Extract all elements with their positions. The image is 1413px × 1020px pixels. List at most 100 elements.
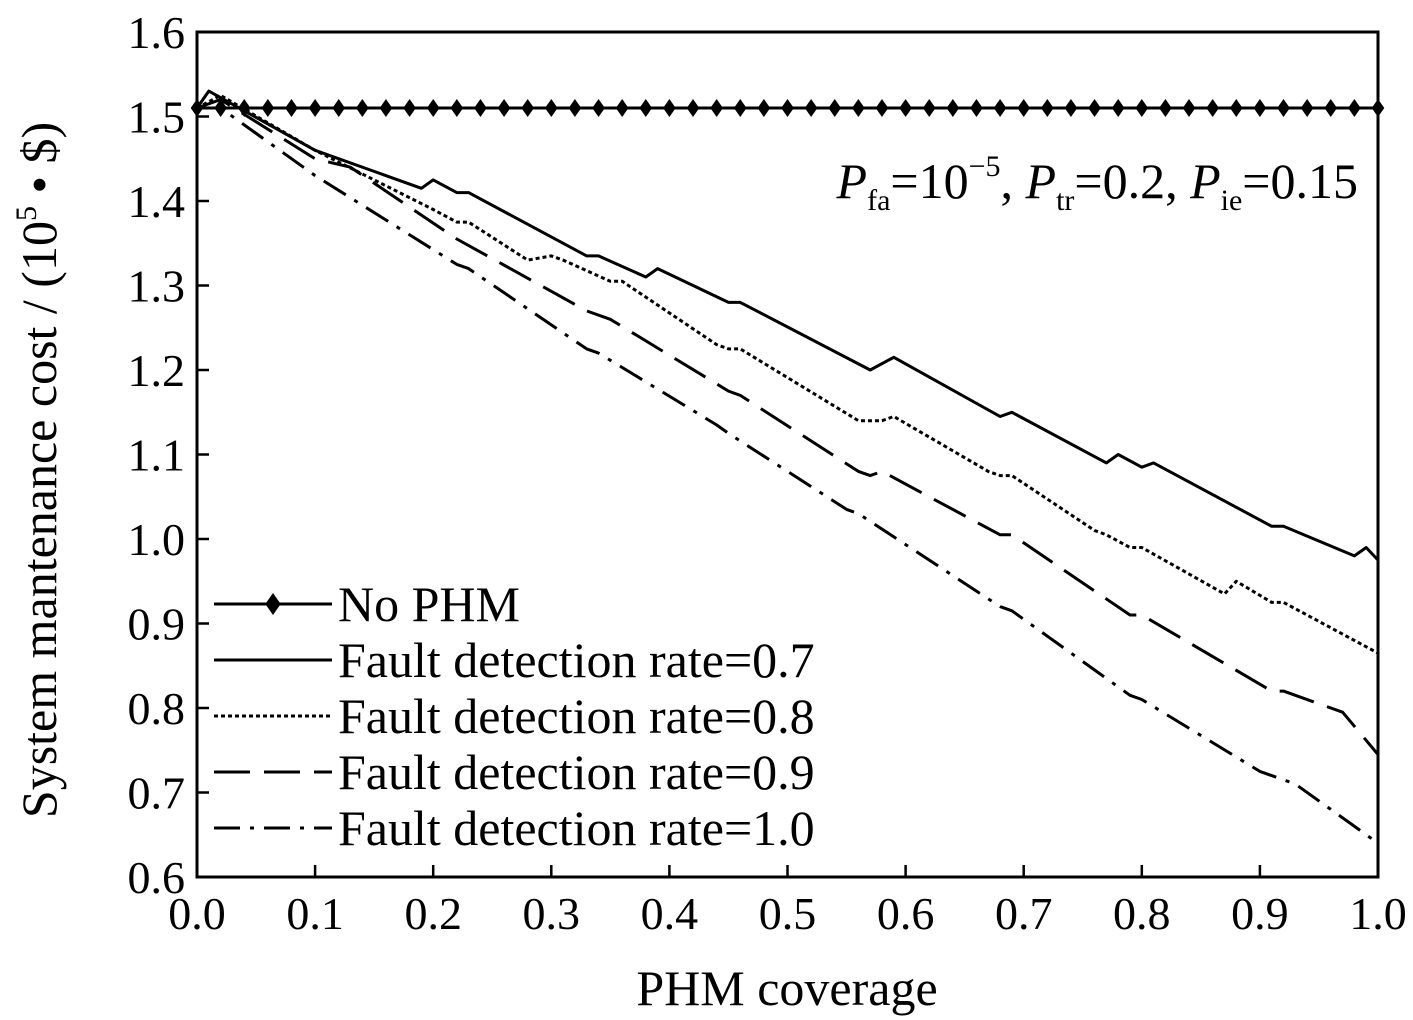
y-tick-label: 0.9: [128, 599, 186, 650]
series-marker: [663, 99, 676, 118]
legend-item: No PHM: [214, 576, 520, 632]
series-marker: [592, 99, 605, 118]
series-marker: [356, 99, 369, 118]
series-marker: [426, 99, 440, 118]
y-tick-label: 1.0: [128, 514, 186, 565]
series-marker: [1253, 99, 1267, 118]
y-axis-label-main: System mantenance cost / (10: [11, 221, 67, 818]
anno-p3-val: =0.15: [1242, 153, 1358, 209]
series-marker: [946, 99, 960, 118]
x-axis-label: PHM coverage: [636, 960, 937, 1016]
series-marker: [852, 99, 865, 118]
anno-sep2: ,: [1165, 153, 1190, 209]
anno-p2: P: [1025, 153, 1057, 209]
series-0: [190, 99, 1385, 118]
series-marker: [1229, 99, 1243, 118]
series-marker: [615, 99, 629, 118]
y-tick-label: 1.5: [128, 92, 186, 143]
anno-p1-sub: fa: [867, 184, 890, 217]
series-layer: [190, 89, 1385, 845]
anno-p1-sup: −5: [969, 150, 1001, 183]
series-marker: [403, 99, 416, 118]
series-marker: [686, 99, 700, 118]
series-marker: [875, 99, 889, 118]
legend-item: Fault detection rate=0.8: [214, 688, 815, 744]
series-marker: [450, 99, 464, 118]
x-tick-label: 1.0: [1349, 888, 1407, 939]
x-tick-label: 0.4: [641, 888, 699, 939]
series-marker: [568, 99, 582, 118]
series-marker: [993, 99, 1007, 118]
legend-marker: [265, 593, 281, 615]
series-marker: [332, 99, 346, 118]
x-tick-label: 0.6: [877, 888, 935, 939]
series-marker: [1182, 99, 1196, 118]
anno-p1-val: =10: [890, 153, 968, 209]
series-marker: [781, 99, 794, 118]
series-marker: [970, 99, 983, 118]
series-marker: [1206, 99, 1219, 118]
x-tick-label: 0.5: [759, 888, 817, 939]
x-tick-label: 0.2: [404, 888, 462, 939]
x-ticks: 0.0 0.1 0.2 0.3 0.4 0.5 0.6 0.7 0.8 0.9 1.0: [168, 865, 1407, 939]
series-marker: [804, 99, 818, 118]
y-axis-label: System mantenance cost / (105 • $): [10, 122, 67, 818]
x-tick-label: 0.1: [286, 888, 344, 939]
series-marker: [899, 99, 912, 118]
series-marker: [1348, 99, 1361, 118]
legend-label: Fault detection rate=0.7: [338, 632, 815, 688]
series-marker: [1111, 99, 1125, 118]
series-marker: [521, 99, 534, 118]
y-tick-label: 1.6: [128, 7, 186, 58]
series-marker: [639, 99, 653, 118]
legend-label: No PHM: [338, 576, 520, 632]
y-tick-label: 1.1: [128, 430, 186, 481]
series-marker: [308, 99, 322, 118]
series-marker: [710, 99, 723, 118]
series-line: [197, 106, 1379, 845]
legend-item: Fault detection rate=0.9: [214, 744, 815, 800]
series-marker: [828, 99, 842, 118]
series-line: [195, 89, 1380, 562]
series-marker: [1135, 99, 1149, 118]
x-tick-label: 0.7: [995, 888, 1053, 939]
series-marker: [474, 99, 487, 118]
y-tick-label: 0.6: [128, 852, 186, 903]
y-tick-label: 1.4: [128, 176, 186, 227]
series-marker: [1064, 99, 1078, 118]
series-3: [196, 98, 1380, 756]
series-marker: [497, 99, 511, 118]
series-marker: [1088, 99, 1101, 118]
anno-p2-val: =0.2: [1074, 153, 1165, 209]
y-axis-label-tail: • $): [11, 122, 67, 206]
legend-label: Fault detection rate=1.0: [338, 800, 815, 856]
y-tick-label: 0.8: [128, 683, 186, 734]
series-marker: [261, 99, 275, 118]
legend-label: Fault detection rate=0.9: [338, 744, 815, 800]
y-ticks: 0.6 0.7 0.8 0.9 1.0 1.1 1.2 1.3 1.4 1.5 1.6: [128, 7, 209, 903]
y-axis-label-sup: 5: [10, 206, 43, 221]
series-marker: [1371, 99, 1385, 118]
series-marker: [285, 99, 298, 118]
x-tick-label: 0.0: [168, 888, 226, 939]
legend-item: Fault detection rate=1.0: [214, 800, 815, 856]
series-marker: [1324, 99, 1338, 118]
series-line: [196, 98, 1380, 756]
y-tick-label: 1.3: [128, 261, 186, 312]
series-marker: [545, 99, 558, 118]
anno-p2-sub: tr: [1056, 184, 1074, 217]
series-marker: [733, 99, 747, 118]
y-tick-label: 0.7: [128, 768, 186, 819]
series-marker: [379, 99, 393, 118]
y-tick-label: 1.2: [128, 345, 186, 396]
series-2: [196, 93, 1379, 655]
anno-sep1: ,: [1001, 153, 1026, 209]
anno-p1: P: [836, 153, 868, 209]
series-4: [197, 106, 1379, 845]
legend-item: Fault detection rate=0.7: [214, 632, 815, 688]
series-1: [195, 89, 1380, 562]
series-line: [196, 93, 1379, 655]
series-marker: [1041, 99, 1054, 118]
